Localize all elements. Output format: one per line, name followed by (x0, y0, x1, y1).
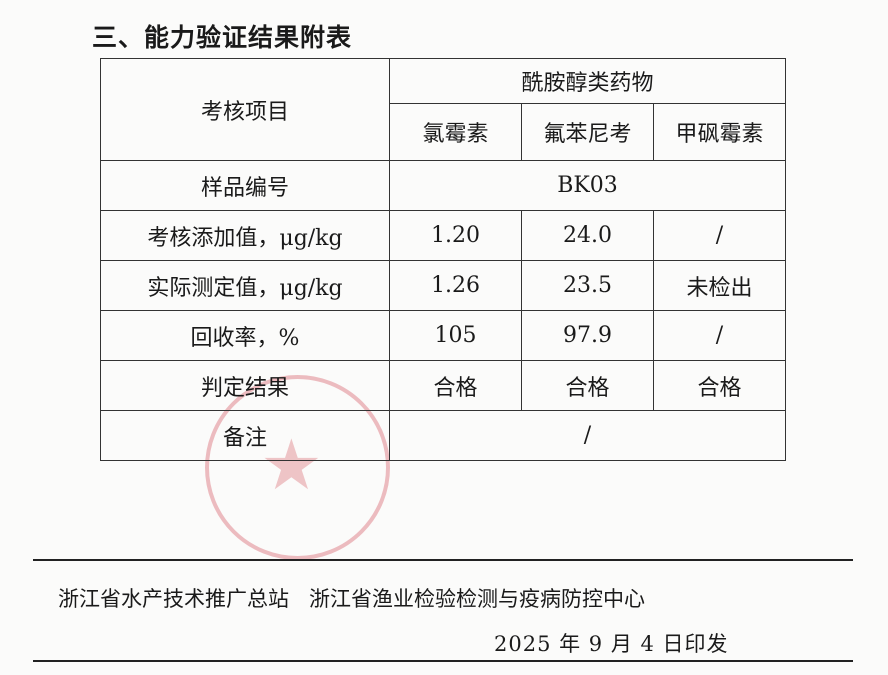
results-table: 考核项目 酰胺醇类药物 氯霉素 氟苯尼考 甲砜霉素 样品编号 BK03 考核添加… (100, 58, 786, 461)
drug-header: 甲砜霉素 (653, 103, 786, 161)
remarks-value: / (389, 410, 786, 461)
row-label: 备注 (100, 410, 390, 461)
item-header: 考核项目 (100, 58, 390, 161)
cell: 1.20 (389, 210, 522, 261)
table-row: 考核添加值，μg/kg 1.20 24.0 / (100, 210, 786, 261)
cell: 1.26 (389, 260, 522, 311)
row-label: 样品编号 (100, 160, 390, 211)
cell: / (653, 310, 786, 361)
table-row: 判定结果 合格 合格 合格 (100, 360, 786, 411)
cell: 24.0 (521, 210, 654, 261)
cell: 23.5 (521, 260, 654, 311)
table-row: 回收率，% 105 97.9 / (100, 310, 786, 361)
cell: 合格 (653, 360, 786, 411)
issuing-organizations: 浙江省水产技术推广总站 浙江省渔业检验检测与疫病防控中心 (58, 587, 646, 611)
section-title: 三、能力验证结果附表 (92, 23, 353, 52)
cell: 合格 (389, 360, 522, 411)
issue-date: 2025 年 9 月 4 日印发 (494, 632, 729, 656)
row-label: 判定结果 (100, 360, 390, 411)
cell: / (653, 210, 786, 261)
cell: 合格 (521, 360, 654, 411)
drug-header: 氟苯尼考 (521, 103, 654, 161)
sample-id: BK03 (389, 160, 786, 211)
table-row: 实际测定值，μg/kg 1.26 23.5 未检出 (100, 260, 786, 311)
group-header: 酰胺醇类药物 (389, 58, 786, 104)
row-label: 考核添加值，μg/kg (100, 210, 390, 261)
cell: 97.9 (521, 310, 654, 361)
table-row: 备注 / (100, 410, 786, 461)
row-label: 实际测定值，μg/kg (100, 260, 390, 311)
table-row: 样品编号 BK03 (100, 160, 786, 211)
row-label: 回收率，% (100, 310, 390, 361)
cell: 未检出 (653, 260, 786, 311)
drug-header: 氯霉素 (389, 103, 522, 161)
cell: 105 (389, 310, 522, 361)
divider-bottom (33, 660, 853, 662)
divider-top (33, 559, 853, 561)
